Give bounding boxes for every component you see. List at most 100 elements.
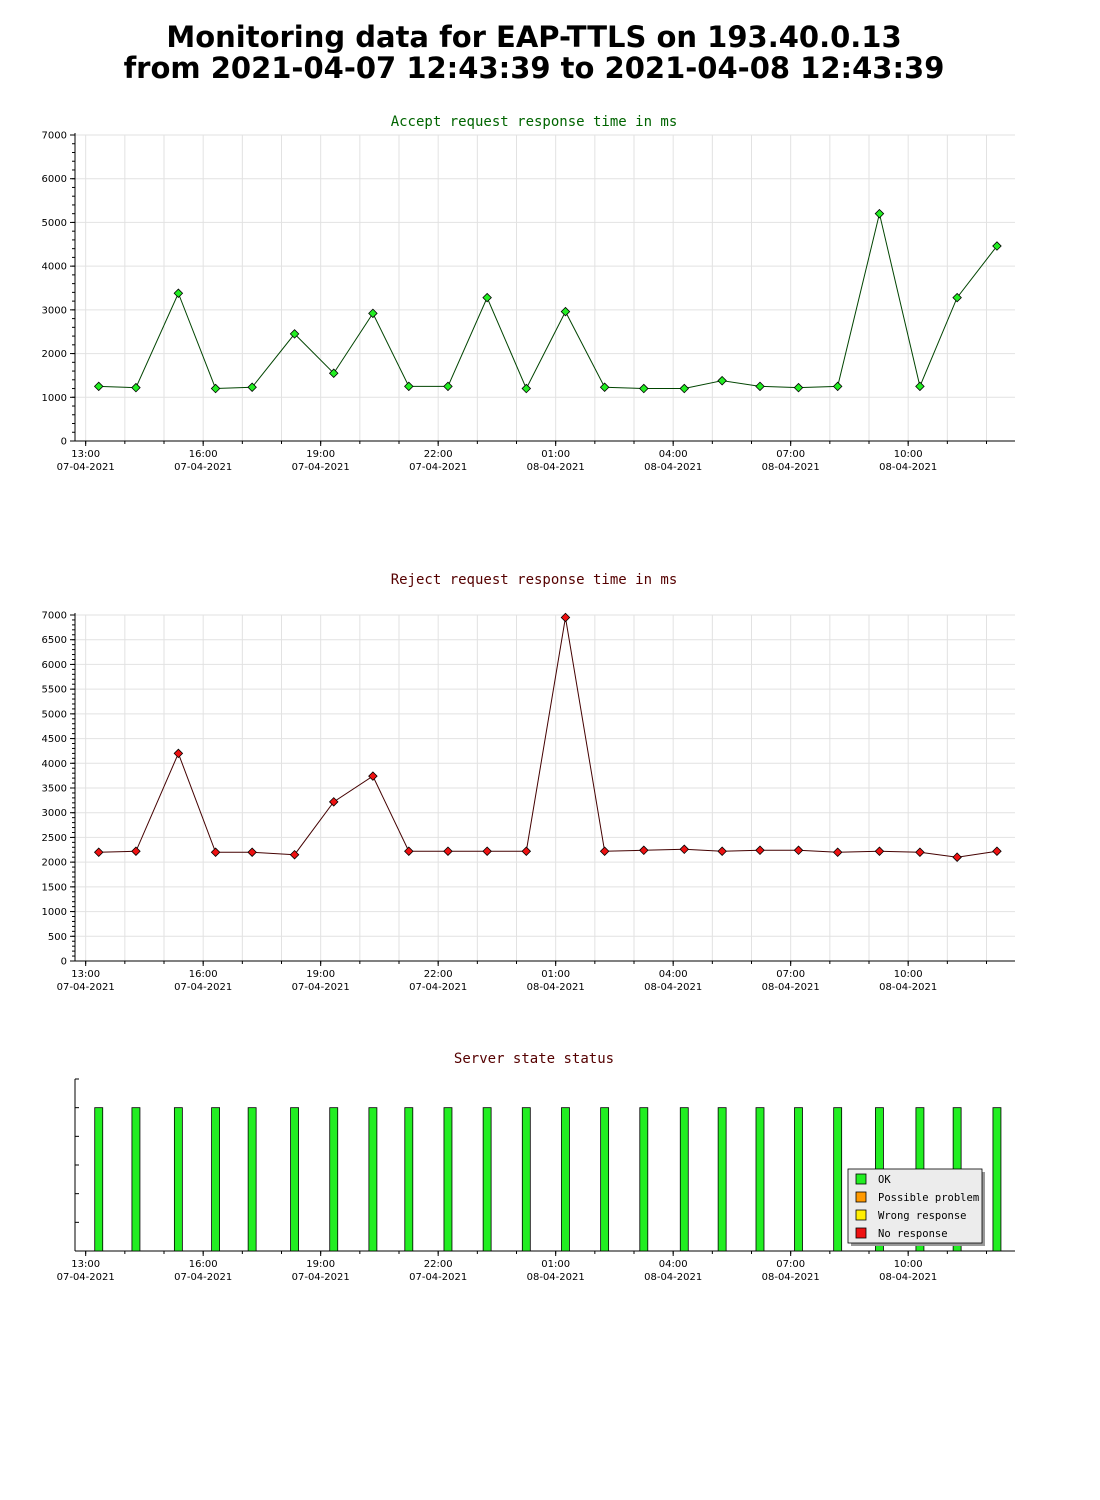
data-point <box>560 306 571 317</box>
y-tick-label: 2500 <box>42 833 67 844</box>
y-tick-label: 7000 <box>42 131 67 142</box>
x-axis: 13:00 07-04-2021 16:00 07-04-2021 19:00 07-04… <box>57 960 1015 993</box>
data-point <box>992 241 1002 251</box>
x-tick-date: 08-04-2021 <box>762 1272 820 1283</box>
x-tick-date: 07-04-2021 <box>409 462 467 473</box>
status-bar <box>211 1107 220 1252</box>
status-bar <box>368 1107 378 1252</box>
legend-label: OK <box>878 1174 891 1186</box>
data-point <box>173 288 184 299</box>
data-point <box>368 771 378 781</box>
y-tick-label: 0 <box>61 957 67 968</box>
y-tick-label: 1500 <box>42 882 67 893</box>
x-tick-date: 07-04-2021 <box>292 982 350 993</box>
y-tick-label: 7000 <box>42 611 67 622</box>
chart-title: Reject request response time in ms <box>391 572 678 588</box>
status-bar <box>247 1107 257 1252</box>
data-point <box>793 382 804 393</box>
y-axis: 0 1000 2000 3000 4000 5000 6000 7000 <box>42 131 76 448</box>
y-tick-label: 6000 <box>42 660 67 671</box>
x-tick-label: 22:00 <box>424 1259 453 1270</box>
status-bar <box>755 1107 765 1252</box>
y-tick-label: 5000 <box>42 218 67 229</box>
status-bar <box>94 1107 104 1252</box>
data-point <box>443 846 453 857</box>
status-bar <box>992 1107 1002 1252</box>
x-tick-label: 13:00 <box>71 449 100 460</box>
x-tick-label: 19:00 <box>306 449 335 460</box>
data-point <box>915 381 925 392</box>
x-tick-label: 07:00 <box>776 1259 805 1270</box>
data-point <box>482 292 492 303</box>
x-tick-label: 10:00 <box>894 969 923 980</box>
status-bar <box>131 1107 141 1252</box>
y-axis <box>74 1078 79 1252</box>
x-tick-date: 07-04-2021 <box>409 1272 467 1283</box>
legend-label: No response <box>878 1228 948 1240</box>
data-point <box>404 846 414 857</box>
data-point <box>832 847 843 858</box>
data-point <box>992 846 1002 857</box>
data-point <box>173 748 184 759</box>
data-point <box>755 381 765 392</box>
data-point <box>131 382 141 393</box>
data-point <box>328 368 339 379</box>
x-tick-label: 01:00 <box>541 1259 570 1270</box>
x-tick-label: 04:00 <box>659 969 688 980</box>
status-bar <box>639 1107 649 1252</box>
x-tick-date: 08-04-2021 <box>527 982 585 993</box>
data-point <box>793 845 804 856</box>
x-tick-label: 16:00 <box>189 449 218 460</box>
data-point <box>915 847 925 858</box>
data-point <box>210 383 221 394</box>
x-tick-date: 07-04-2021 <box>174 982 232 993</box>
y-tick-label: 4000 <box>42 262 67 273</box>
data-point <box>247 382 257 392</box>
data-point <box>93 847 104 858</box>
x-tick-date: 08-04-2021 <box>527 462 585 473</box>
status-bar <box>329 1107 339 1252</box>
legend-swatch <box>855 1191 867 1203</box>
data-point <box>874 208 885 219</box>
data-point <box>210 847 221 858</box>
status-bar <box>290 1107 299 1252</box>
data-point <box>599 382 610 392</box>
y-tick-label: 0 <box>61 437 67 448</box>
y-tick-label: 2000 <box>42 858 67 869</box>
data-point <box>832 381 843 392</box>
status-bar <box>561 1107 570 1252</box>
legend-swatch <box>855 1209 867 1221</box>
status-bar <box>794 1107 803 1252</box>
x-tick-date: 08-04-2021 <box>644 462 702 473</box>
grid <box>75 614 1015 962</box>
y-tick-label: 1000 <box>42 393 67 404</box>
x-axis: 13:00 07-04-2021 16:00 07-04-2021 19:00 07-04… <box>57 1250 1015 1283</box>
status-bar <box>833 1107 843 1252</box>
data-point <box>679 383 690 394</box>
legend-label: Possible problem <box>878 1192 979 1204</box>
page-title: Monitoring data for EAP-TTLS on 193.40.0… <box>0 22 1068 84</box>
x-tick-date: 07-04-2021 <box>174 462 232 473</box>
data-point <box>874 846 885 857</box>
x-tick-date: 07-04-2021 <box>409 982 467 993</box>
data-point <box>404 381 414 392</box>
x-tick-date: 07-04-2021 <box>292 1272 350 1283</box>
y-tick-label: 6500 <box>42 635 67 646</box>
status-bar <box>173 1107 183 1252</box>
x-tick-label: 19:00 <box>306 1259 335 1270</box>
x-tick-date: 08-04-2021 <box>644 1272 702 1283</box>
y-tick-label: 1000 <box>42 907 67 918</box>
x-axis: 13:00 07-04-2021 16:00 07-04-2021 19:00 07-04… <box>57 440 1015 473</box>
data-point <box>131 846 141 857</box>
data-point <box>521 846 532 857</box>
x-tick-label: 10:00 <box>894 449 923 460</box>
data-point <box>328 797 339 807</box>
status-bar <box>443 1107 453 1252</box>
x-tick-label: 07:00 <box>776 969 805 980</box>
x-tick-label: 07:00 <box>776 449 805 460</box>
y-tick-label: 3000 <box>42 305 67 316</box>
data-point <box>952 852 962 862</box>
x-tick-label: 16:00 <box>189 1259 218 1270</box>
data-point <box>639 845 649 856</box>
x-tick-date: 07-04-2021 <box>174 1272 232 1283</box>
